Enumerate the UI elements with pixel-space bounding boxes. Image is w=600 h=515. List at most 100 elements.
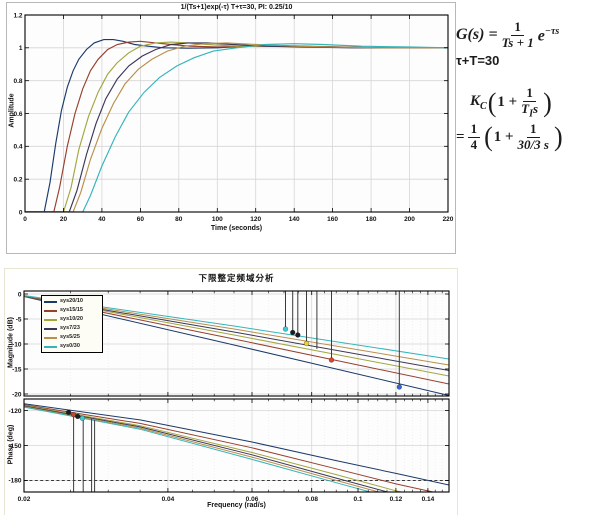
legend-swatch bbox=[44, 300, 57, 303]
eq-kc-base: K bbox=[470, 93, 481, 110]
svg-text:0.6: 0.6 bbox=[13, 111, 22, 118]
tick-labels: 0.02 0.04 0.06 0.08 0.1 0.12 0.14 -120 -150 -180 bbox=[8, 408, 434, 503]
eq-ti-numerator: 1 bbox=[523, 85, 536, 102]
svg-text:120: 120 bbox=[250, 216, 261, 223]
legend-item-sys7/23[interactable]: sys7/23 bbox=[44, 324, 100, 333]
svg-text:0.06: 0.06 bbox=[246, 496, 259, 503]
series-sys5/25 bbox=[25, 42, 448, 212]
equation-tuned-values: = 1 4 ( 1 + 1 30/3 s ) bbox=[456, 121, 598, 153]
eq-g-denominator: Ts + 1 bbox=[501, 34, 534, 50]
legend-label: sys5/25 bbox=[60, 333, 80, 340]
left-paren: ( bbox=[487, 87, 497, 118]
right-paren: ) bbox=[553, 121, 563, 153]
legend-item-sys10/20[interactable]: sys10/20 bbox=[44, 315, 100, 324]
eq-quarter-den: 4 bbox=[470, 136, 478, 152]
series-sys7/23 bbox=[24, 405, 390, 492]
svg-text:-20: -20 bbox=[12, 391, 22, 398]
svg-text:-15: -15 bbox=[12, 366, 22, 373]
eq-equals: = bbox=[456, 128, 465, 145]
eq-g-numerator: 1 bbox=[511, 19, 524, 36]
eq-tune-fraction: 1 30/3 s bbox=[517, 121, 550, 153]
eq-tune-den: 30/3 s bbox=[517, 136, 549, 152]
eq-ti-base: T bbox=[521, 100, 530, 116]
svg-text:60: 60 bbox=[137, 216, 145, 223]
svg-text:0: 0 bbox=[23, 216, 27, 223]
svg-text:0.02: 0.02 bbox=[18, 496, 31, 503]
series-sys0/30 bbox=[25, 43, 448, 212]
svg-text:80: 80 bbox=[175, 216, 183, 223]
svg-text:0.14: 0.14 bbox=[422, 496, 435, 503]
svg-text:0.12: 0.12 bbox=[390, 496, 403, 503]
svg-text:160: 160 bbox=[327, 216, 338, 223]
legend-swatch bbox=[44, 336, 57, 339]
legend-item-sys0/30[interactable]: sys0/30 bbox=[44, 342, 100, 351]
eq-ti-post: s bbox=[533, 100, 539, 116]
svg-text:-120: -120 bbox=[8, 408, 21, 415]
right-paren: ) bbox=[543, 87, 552, 118]
svg-text:0.04: 0.04 bbox=[162, 496, 175, 503]
eq-ti-sub: I bbox=[529, 108, 534, 120]
series-sys10/20 bbox=[24, 404, 404, 492]
bode-xaxis-label: Frequency (rad/s) bbox=[207, 502, 266, 509]
annotation-stems bbox=[73, 415, 96, 492]
equation-transfer-function: G(s) = 1 Ts + 1 e−τs bbox=[456, 19, 598, 51]
legend-item-sys20/10[interactable]: sys20/10 bbox=[44, 297, 100, 306]
eq-one-plus: 1 + bbox=[497, 94, 518, 111]
legend-swatch bbox=[44, 345, 57, 348]
svg-text:0: 0 bbox=[19, 209, 23, 216]
step-response-plot: 0 20 40 60 80 100 120 140 160 180 200 220 0 0.2 0.4 0.6… bbox=[13, 12, 453, 223]
equations-panel: G(s) = 1 Ts + 1 e−τs τ+T=30 KC ( 1 + 1 T… bbox=[456, 19, 598, 155]
legend-swatch bbox=[44, 309, 57, 312]
legend-label: sys0/30 bbox=[60, 342, 80, 349]
data-markers bbox=[282, 326, 402, 390]
series-sys5/25 bbox=[24, 406, 381, 492]
eq-kc-symbol: KC bbox=[470, 93, 487, 112]
phase-yaxis-label: Phase (deg) bbox=[7, 424, 15, 465]
svg-text:180: 180 bbox=[366, 216, 377, 223]
legend-label: sys15/15 bbox=[60, 306, 83, 313]
eq-one-plus: 1 + bbox=[493, 128, 514, 145]
svg-text:-10: -10 bbox=[12, 341, 22, 348]
svg-text:-150: -150 bbox=[8, 443, 21, 450]
eq-g-lhs: G(s) = bbox=[456, 26, 498, 44]
bode-legend[interactable]: sys20/10 sys15/15 sys10/20 sys7/23 sys5/25 sy… bbox=[41, 295, 103, 353]
series-lines bbox=[24, 403, 449, 492]
eq-tune-num: 1 bbox=[527, 121, 540, 138]
step-yaxis-label: Amplitude bbox=[8, 93, 16, 128]
tick-labels: 0 20 40 60 80 100 120 140 160 180 200 220 0 0.2 0.4 0.6… bbox=[13, 12, 453, 223]
step-plot-title: 1/(Ts+1)exp(-τ) T+τ=30, PI: 0.25/10 bbox=[180, 4, 293, 11]
eq-g-fraction: 1 Ts + 1 bbox=[501, 19, 535, 51]
series-sys15/15 bbox=[24, 404, 436, 492]
svg-text:1.2: 1.2 bbox=[13, 12, 22, 19]
svg-text:-180: -180 bbox=[8, 478, 21, 485]
eq-exp-sup: −τs bbox=[544, 25, 560, 37]
svg-text:0.4: 0.4 bbox=[13, 144, 22, 151]
data-markers bbox=[65, 409, 86, 421]
tick-labels: 0 -5 -10 -15 -20 bbox=[12, 291, 22, 398]
magnitude-yaxis-label: Magnitude (dB) bbox=[7, 317, 15, 368]
eq-kc-sub: C bbox=[480, 101, 487, 113]
svg-text:1: 1 bbox=[19, 45, 23, 52]
svg-text:0.08: 0.08 bbox=[305, 496, 318, 503]
legend-item-sys15/15[interactable]: sys15/15 bbox=[44, 306, 100, 315]
svg-text:220: 220 bbox=[443, 216, 454, 223]
equation-pi-controller: KC ( 1 + 1 TIs ) bbox=[470, 85, 598, 120]
svg-text:100: 100 bbox=[212, 216, 223, 223]
legend-label: sys20/10 bbox=[60, 297, 83, 304]
svg-text:0.2: 0.2 bbox=[13, 177, 22, 184]
eq-ti-denominator: TIs bbox=[520, 100, 539, 120]
svg-text:200: 200 bbox=[404, 216, 415, 223]
step-xaxis-label: Time (seconds) bbox=[210, 225, 263, 232]
eq-exp-base: e bbox=[537, 27, 545, 45]
series-sys7/23 bbox=[25, 42, 448, 212]
bode-plot-title: 下限整定频域分析 bbox=[198, 273, 275, 283]
left-paren: ( bbox=[484, 121, 493, 153]
legend-label: sys10/20 bbox=[60, 315, 83, 322]
legend-item-sys5/25[interactable]: sys5/25 bbox=[44, 333, 100, 342]
svg-text:0.8: 0.8 bbox=[13, 78, 22, 85]
series-lines bbox=[25, 39, 448, 212]
bode-analysis-figure: 0 -5 -10 -15 -20 0.02 0.04 0.06 0.08 0.1 0.12 0.14 -… bbox=[4, 268, 458, 515]
eq-quarter-num: 1 bbox=[467, 121, 481, 138]
legend-swatch bbox=[44, 318, 57, 321]
